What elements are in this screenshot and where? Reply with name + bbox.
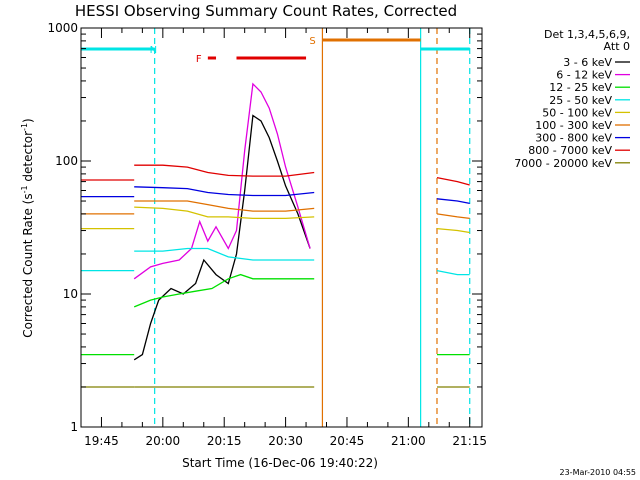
legend-header-detectors: Det 1,3,4,5,6,9, [544, 28, 630, 41]
y-axis-label-sup2: -1 [20, 123, 29, 131]
series-line [133, 82, 311, 280]
y-axis-label: Corrected Count Rate (s-1 detector-1) [20, 118, 35, 337]
legend-item-label: 3 - 6 keV [563, 56, 612, 69]
x-axis-label: Start Time (16-Dec-06 19:40:22) [182, 456, 378, 470]
legend-item-label: 300 - 800 keV [535, 132, 612, 145]
chart-title: HESSI Observing Summary Count Rates, Cor… [75, 2, 457, 20]
legend-item-label: 100 - 300 keV [535, 119, 612, 132]
y-axis-label-sup1: -1 [20, 185, 29, 193]
flag-label-f: F [196, 54, 202, 65]
legend-item-label: 6 - 12 keV [556, 69, 612, 82]
x-tick-label: 21:00 [391, 434, 426, 448]
series-line [436, 269, 470, 276]
series-line [436, 176, 470, 186]
plot-area: N F S [81, 28, 471, 427]
series-line [436, 213, 470, 220]
series-line [436, 198, 470, 205]
legend-item-label: 800 - 7000 keV [528, 144, 612, 157]
legend-item-label: 12 - 25 keV [549, 81, 612, 94]
series-line [134, 206, 315, 220]
series-line [133, 114, 311, 361]
y-tick-label: 100 [55, 154, 78, 168]
timestamp: 23-Mar-2010 04:55 [560, 468, 637, 477]
y-tick-label: 1 [70, 420, 78, 434]
legend-item-label: 7000 - 20000 keV [514, 157, 612, 170]
x-tick-label: 20:15 [207, 434, 242, 448]
legend-item-label: 25 - 50 keV [549, 94, 612, 107]
flag-label-s: S [309, 36, 315, 47]
series-line [133, 273, 315, 308]
series-line [134, 200, 315, 212]
legend-header-attenuator: Att 0 [604, 40, 630, 53]
x-tick-label: 20:45 [330, 434, 365, 448]
y-axis-label-mid: detector [21, 131, 35, 186]
y-axis-label-end: ) [21, 118, 35, 123]
x-tick-label: 20:30 [268, 434, 303, 448]
plot-frame [80, 27, 483, 428]
series-line [134, 247, 315, 261]
series-line [134, 164, 315, 177]
axes: 1 10 100 1000 19:45 20:00 20:15 20:30 20:45 21:00… [47, 21, 487, 448]
x-tick-label: 19:45 [84, 434, 119, 448]
y-tick-label: 1000 [47, 21, 78, 35]
y-axis-label-main: Corrected Count Rate (s [21, 193, 35, 337]
legend-item-label: 50 - 100 keV [542, 106, 612, 119]
x-tick-label: 20:00 [146, 434, 181, 448]
series-line [436, 227, 470, 234]
y-tick-label: 10 [63, 287, 78, 301]
series-line [134, 186, 315, 197]
x-tick-label: 21:15 [452, 434, 487, 448]
flag-label-n: N [150, 45, 157, 56]
